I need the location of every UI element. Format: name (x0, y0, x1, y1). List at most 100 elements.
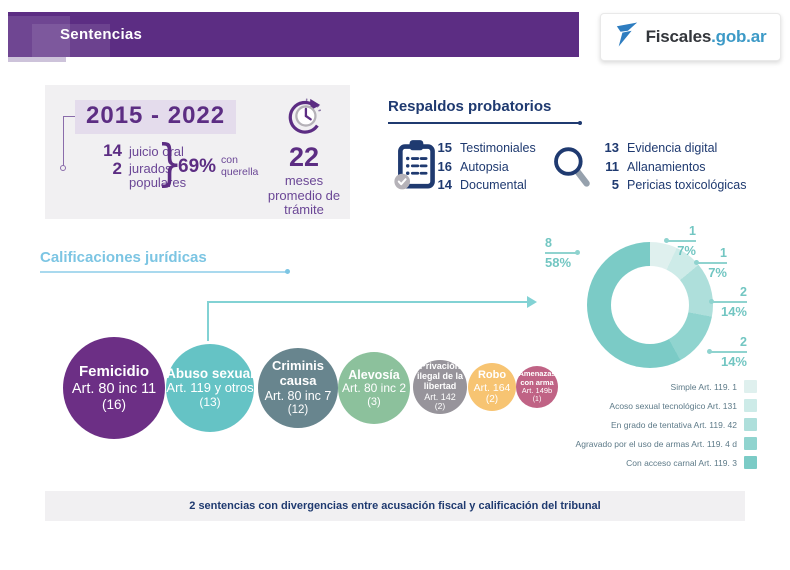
bubble-count: (2) (485, 393, 499, 405)
bubble-name: Abuso sexual (166, 365, 254, 381)
connector-arrow-icon (527, 296, 537, 308)
bubble-article: Art. 164 (473, 381, 511, 394)
header-decoration-square (32, 24, 110, 57)
logo-brand: Fiscales (645, 27, 712, 46)
respaldos-count: 5 (611, 177, 619, 192)
donut-callout-7-acoso: 1 7% (694, 246, 727, 280)
legend-item: Con acceso carnal Art. 119. 3 (540, 456, 757, 469)
trials-jury-label: jurados populares (129, 161, 187, 190)
respaldos-count: 11 (605, 158, 619, 174)
respaldos-section: Respaldos probatorios 15 Testimoniales 16… (388, 98, 788, 198)
bubble-article: Art. 149b (521, 385, 553, 395)
title-bar: Sentencias (8, 12, 579, 57)
bubble-amenazas: Amenazas con arma Art. 149b (1) (516, 366, 558, 408)
respaldos-item: 14 Documental (428, 177, 536, 192)
calificaciones-title: Calificaciones jurídicas (40, 249, 207, 266)
respaldos-label: Evidencia digital (627, 141, 718, 155)
callout-line (707, 349, 747, 354)
logo-domain: .gob.ar (711, 27, 767, 46)
connector-line-horizontal (207, 301, 529, 303)
fiscales-logo[interactable]: Fiscales.gob.ar (600, 13, 781, 61)
respaldos-item: 5 Pericias toxicológicas (595, 177, 747, 192)
bubble-criminis-causa: Criminis causa Art. 80 inc 7 (12) (258, 348, 338, 428)
bubble-article: Art. 80 inc 11 (71, 380, 157, 397)
donut-callout-58: 8 58% (545, 236, 580, 270)
respaldos-underline (388, 120, 582, 125)
legend-item: En grado de tentativa Art. 119. 42 (540, 418, 757, 431)
header-decoration-square (8, 16, 70, 57)
respaldos-label: Documental (460, 178, 527, 192)
magnifier-icon (551, 144, 593, 195)
bubble-count: (2) (434, 401, 446, 412)
respaldos-item: 11 Allanamientos (595, 159, 747, 174)
respaldos-item: 16 Autopsia (428, 159, 536, 174)
fiscales-flag-icon (615, 21, 639, 53)
callout-percent: 14% (720, 303, 747, 319)
curly-brace-decoration: } (157, 135, 183, 193)
respaldos-label: Allanamientos (627, 159, 706, 174)
querella-stat: 69% con querella (178, 154, 271, 178)
duration-label: meses promedio de trámite (267, 173, 341, 218)
bubble-name: Alevosía (348, 367, 400, 382)
legend-item: Acoso sexual tecnológico Art. 131 (540, 399, 757, 412)
donut-chart-hole (611, 266, 689, 344)
bracket-decoration (63, 116, 76, 166)
bubble-count: (13) (199, 395, 221, 410)
trials-oral-count: 14 (103, 141, 122, 160)
callout-count: 2 (740, 285, 747, 299)
querella-value: 69% (178, 155, 217, 177)
donut-callout-14-agravado: 2 14% (707, 335, 747, 369)
bubble-count: (16) (101, 397, 126, 413)
legend-swatch (744, 456, 757, 469)
callout-percent: 14% (720, 353, 747, 369)
bubble-alevosia: Alevosía Art. 80 inc 2 (3) (338, 352, 410, 424)
duration-stat: 22 meses promedio de trámite (260, 95, 348, 218)
bubble-article: Art. 80 inc 2 (341, 380, 407, 395)
page-title: Sentencias (60, 26, 143, 43)
bubble-privacion-ilegal: Privación ilegal de la libertad Art. 142… (413, 360, 467, 414)
bubble-femicidio: Femicidio Art. 80 inc 11 (16) (63, 337, 165, 439)
logo-brand-text: Fiscales.gob.ar (646, 27, 767, 47)
duration-value: 22 (288, 142, 320, 172)
legend-label: Agravado por el uso de armas Art. 119. 4… (575, 438, 737, 449)
respaldos-count: 16 (437, 158, 452, 174)
trials-jury-count: 2 (112, 159, 122, 178)
period-badge: 2015 - 2022 (75, 100, 237, 134)
callout-line (694, 260, 727, 265)
legend-item: Agravado por el uso de armas Art. 119. 4… (540, 437, 757, 450)
legend-label: Con acceso carnal Art. 119. 3 (626, 457, 737, 468)
bubble-abuso-sexual: Abuso sexual Art. 119 y otros (13) (166, 344, 254, 432)
callout-percent: 58% (545, 254, 572, 270)
bubble-count: (1) (532, 395, 542, 403)
bubble-name: Amenazas con arma (518, 369, 556, 387)
legend-label: Simple Art. 119. 1 (670, 381, 737, 392)
respaldos-item: 13 Evidencia digital (595, 140, 747, 155)
connector-line-vertical (207, 301, 209, 341)
legend-swatch (744, 418, 757, 431)
bubble-article: Art. 119 y otros (166, 380, 254, 396)
footer-text: 2 sentencias con divergencias entre acus… (189, 500, 601, 512)
callout-count: 1 (689, 224, 696, 238)
respaldos-item: 15 Testimoniales (428, 140, 536, 155)
bracket-dot (60, 165, 66, 171)
footer-note: 2 sentencias con divergencias entre acus… (45, 491, 745, 521)
callout-percent: 7% (708, 264, 727, 280)
legend-label: En grado de tentativa Art. 119. 42 (610, 419, 737, 430)
bubble-name: Criminis causa (271, 358, 324, 389)
donut-callout-7-simple: 1 7% (664, 224, 696, 258)
legend-swatch (744, 399, 757, 412)
callout-count: 2 (740, 335, 747, 349)
bubble-name: Femicidio (78, 363, 149, 381)
bubble-count: (12) (287, 403, 309, 416)
clipboard-check-icon (393, 138, 439, 197)
legend-swatch (744, 437, 757, 450)
header-decoration-square (8, 57, 66, 62)
bubble-name: Privación ilegal de la libertad (416, 361, 464, 391)
callout-count: 8 (545, 236, 552, 250)
callout-count: 1 (720, 246, 727, 260)
bubble-count: (3) (367, 395, 381, 408)
respaldos-group-2: 13 Evidencia digital 11 Allanamientos 5 Per… (595, 140, 747, 192)
respaldos-label: Autopsia (460, 159, 509, 174)
bubble-article: Art. 142 (424, 391, 456, 402)
